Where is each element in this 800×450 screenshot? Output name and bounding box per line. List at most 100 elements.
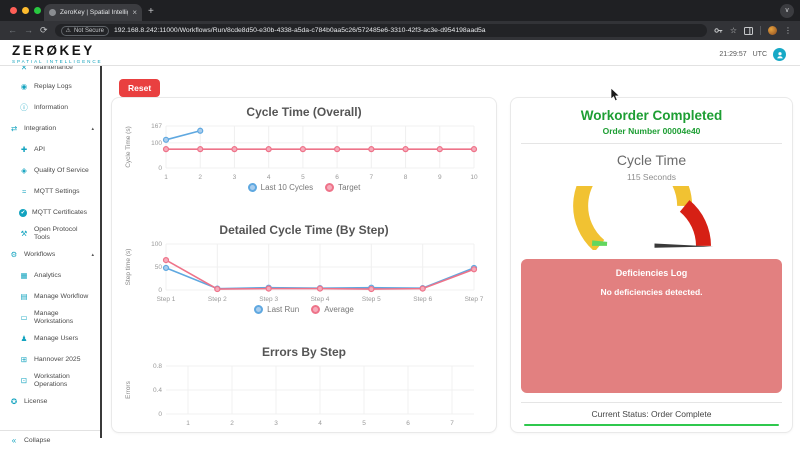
legend-swatch [254,305,264,314]
sidebar-item-hannover-2025[interactable]: ⊞ Hannover 2025 [0,349,100,370]
legend-item: Last 10 Cycles [247,183,313,192]
forward-icon[interactable]: → [24,25,33,35]
tab-favicon [49,9,56,16]
sidebar-item-mqtt-certificates[interactable]: ✔ MQTT Certificates [0,202,100,223]
browser-profile-avatar[interactable] [768,26,777,35]
bookmark-star-icon[interactable]: ☆ [729,25,737,35]
side-panel-icon[interactable] [744,26,753,35]
sidebar-item-label: Workflows [24,250,56,258]
svg-text:0.4: 0.4 [153,387,162,394]
svg-text:0: 0 [158,411,162,418]
svg-text:Step 6: Step 6 [413,296,432,303]
window-controls[interactable] [10,7,41,14]
sidebar-item-label: Manage Workstations [34,309,74,325]
svg-text:2: 2 [198,174,202,181]
charts-card: Cycle Time (Overall) 0 100 167 1 2 3 4 5 6 7 8 9 10 Cy… [111,97,497,433]
svg-text:5: 5 [301,174,305,181]
integration-icon: ⇄ [10,123,18,133]
manage-workflow-icon: ▤ [20,291,28,301]
quality-of-service-icon: ◈ [21,165,27,175]
sidebar-item-integration[interactable]: ⇄ Integration ▴ [0,118,100,139]
collapse-label: Collapse [24,436,51,444]
sidebar-item-workstation-operations[interactable]: ⊡ Workstation Operations [0,370,100,391]
information-icon: ⓘ [20,102,28,112]
chart-title: Cycle Time (Overall) [246,105,362,119]
analytics-icon: ▦ [20,270,28,280]
sidebar-item-label: Hannover 2025 [34,355,81,363]
new-tab-button[interactable]: + [148,6,154,17]
divider [521,143,782,144]
svg-text:Step 2: Step 2 [208,296,227,303]
workorder-status-text: Workorder Completed [580,108,723,123]
sidebar-items: ◉ Replay Logs ⓘ Information ⇄ Integration ▴ ✚ AP… [0,76,100,412]
address-bar[interactable]: ⚠ Not Secure 192.168.8.242:11000/Workflo… [54,24,707,37]
window-zoom-button[interactable] [34,7,41,14]
sidebar-item-api[interactable]: ✚ API [0,139,100,160]
cycle-time-title: Cycle Time [616,151,687,168]
sidebar-item-replay-logs[interactable]: ◉ Replay Logs [0,76,100,97]
sidebar-scrollbar[interactable] [100,66,102,438]
manage-workstations-icon: ▭ [20,312,28,322]
tab-search-chevron-icon[interactable]: ∨ [780,4,794,18]
svg-text:0: 0 [158,165,162,172]
section-collapse-arrow-icon[interactable]: ▴ [91,251,94,258]
manage-users-icon: ♟ [20,333,28,343]
clock-timezone: UTC [752,51,767,58]
tab-close-icon[interactable]: × [132,7,137,17]
svg-text:9: 9 [438,174,442,181]
svg-text:6: 6 [335,174,339,181]
svg-text:0.8: 0.8 [153,363,162,370]
divider [521,401,782,403]
svg-text:4: 4 [267,174,271,181]
svg-text:Step 1: Step 1 [157,296,176,303]
mqtt-certificates-icon: ✔ [19,208,27,217]
sidebar-item-label: Quality Of Service [34,166,89,174]
replay-logs-icon: ◉ [20,81,28,91]
sidebar-item-maintenance[interactable]: ✕ Maintenance [0,66,100,76]
sidebar-item-license[interactable]: ✪ License [0,391,100,412]
browser-tab[interactable]: ZeroKey | Spatial Intelligence × [44,4,142,21]
current-status-text: Current Status: Order Complete [591,408,712,419]
sidebar-item-mqtt-settings[interactable]: ≈ MQTT Settings [0,181,100,202]
warning-icon: ⚠ [65,27,71,34]
svg-text:100: 100 [151,140,162,147]
back-icon[interactable]: ← [8,25,17,35]
sidebar-item-analytics[interactable]: ▦ Analytics [0,265,100,286]
sidebar-item-manage-workstations[interactable]: ▭ Manage Workstations [0,307,100,328]
chart-detailed-cycle-time: Detailed Cycle Time (By Step) 0 50 100 Step … [120,220,488,314]
legend-swatch [325,183,335,192]
reset-button[interactable]: Reset [119,79,161,97]
password-key-icon[interactable] [714,26,723,35]
not-secure-badge[interactable]: ⚠ Not Secure [60,25,109,36]
sidebar: ✕ Maintenance ◉ Replay Logs ⓘ Information ⇄ In… [0,66,100,450]
svg-text:0: 0 [158,287,162,294]
sidebar-collapse-button[interactable]: « Collapse [0,430,100,450]
sidebar-item-manage-users[interactable]: ♟ Manage Users [0,328,100,349]
toolbar-divider [760,26,761,35]
svg-text:7: 7 [370,174,374,181]
browser-menu-icon[interactable]: ⋮ [784,25,792,35]
sidebar-item-label: Maintenance [34,66,73,71]
sidebar-item-clipped: ✕ Maintenance [0,66,100,76]
reload-icon[interactable]: ⟳ [40,25,48,35]
window-close-button[interactable] [10,7,17,14]
sidebar-item-open-protocol-tools[interactable]: ⚒ Open Protocol Tools [0,223,100,244]
sidebar-item-manage-workflow[interactable]: ▤ Manage Workflow [0,286,100,307]
hannover-2025-icon: ⊞ [20,354,28,364]
sidebar-item-workflows[interactable]: ⚙ Workflows ▴ [0,244,100,265]
chart-plot: 0 0.4 0.8 1 2 3 4 5 6 7 Errors [125,363,474,427]
deficiencies-log-panel: Deficiencies Log No deficiencies detecte… [521,258,782,393]
sidebar-item-information[interactable]: ⓘ Information [0,97,100,118]
toolbar-actions: ☆ ⋮ [714,26,792,35]
license-icon: ✪ [10,396,18,406]
section-collapse-arrow-icon[interactable]: ▴ [91,125,94,132]
sidebar-item-label: API [34,145,45,153]
order-number: Order Number 00004e40 [602,126,701,136]
chart-plot: 0 100 167 1 2 3 4 5 6 7 8 9 10 Cycle Time (s) [125,123,478,181]
window-minimize-button[interactable] [22,7,29,14]
svg-text:2: 2 [230,420,234,427]
legend-item: Average [311,305,354,314]
sidebar-item-quality-of-service[interactable]: ◈ Quality Of Service [0,160,100,181]
user-avatar-icon[interactable] [773,48,786,61]
svg-text:Step time (s): Step time (s) [125,249,132,286]
